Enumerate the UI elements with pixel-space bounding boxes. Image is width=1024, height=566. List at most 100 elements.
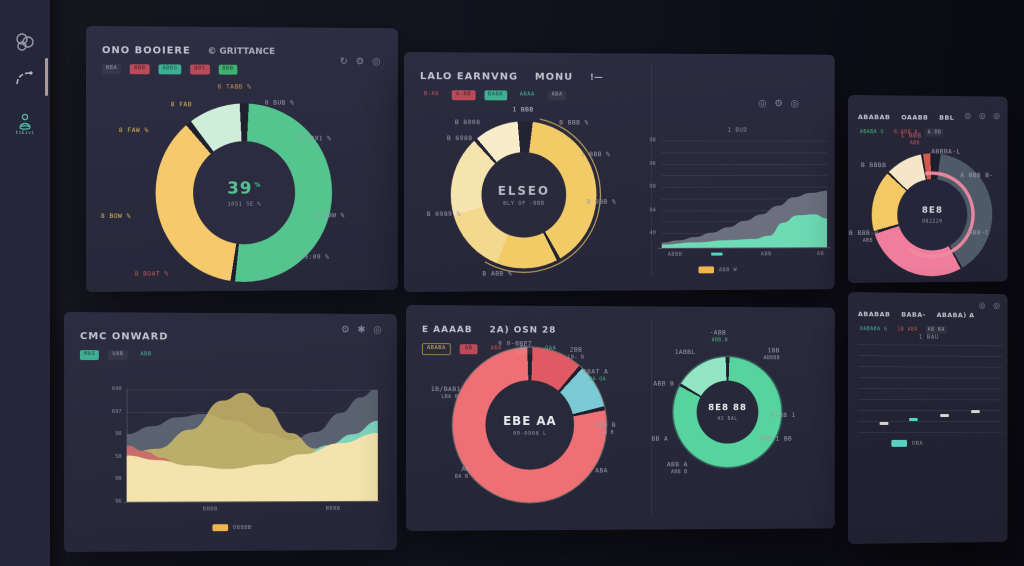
legend-label: OBA — [911, 440, 924, 447]
chart-label: B BBB-B — [848, 228, 879, 237]
badge[interactable]: AB — [459, 344, 478, 354]
badge[interactable]: ABA — [490, 345, 502, 352]
gear-icon[interactable]: ⚙ — [774, 98, 783, 110]
chart-label: 8 NBW % — [315, 211, 345, 220]
chart-label: A 1991 % — [297, 134, 332, 143]
panel-earning: LALO EARNVNG MONU !— B-AB A-BB BABA ABAA ABA… — [404, 52, 835, 292]
y-tick-label: 96 — [115, 498, 122, 505]
shapes-icon[interactable] — [11, 28, 39, 56]
chart-label: ABB A — [666, 460, 688, 469]
badge[interactable]: BBA — [101, 64, 122, 74]
chart-label: ABB-1 BB — [759, 434, 793, 443]
chart-legend[interactable]: DBBBB — [212, 524, 252, 532]
card-title: ONO BOOIERE — [101, 45, 191, 57]
chart-label: 8 TABB % — [217, 82, 252, 91]
x-tick-label: BBBB — [325, 505, 341, 512]
y-tick-label: 98 — [115, 431, 122, 438]
header-icons: ◎ ⚙ ◎ — [758, 98, 799, 110]
card-title: ABABAB — [857, 113, 891, 122]
badge[interactable]: 1B ABA — [897, 325, 918, 333]
area-chart[interactable] — [126, 389, 378, 502]
badge[interactable]: ABABA G — [859, 128, 885, 135]
marker-dash — [908, 418, 918, 421]
chart-label: B BBB % — [586, 197, 617, 206]
area-chart[interactable] — [661, 140, 828, 248]
badge[interactable]: A BB — [925, 128, 944, 137]
card-title-3: !— — [589, 72, 603, 83]
mini-chart-title: 1 BUD — [727, 126, 748, 134]
chart-label: BB A — [651, 434, 669, 443]
badge[interactable]: BBB — [218, 64, 238, 75]
panel-trend-area: ⚙ ✱ ◎ CMC ONWARD MAS VAB ABB 640 697 98 58 08 96 … — [64, 312, 398, 552]
card-subtitle: © GRITTANCE — [207, 46, 276, 58]
curve-arrow-icon[interactable] — [11, 64, 39, 92]
y-axis: 640 697 98 58 08 96 — [84, 386, 122, 505]
card-title-2: OAABB — [901, 113, 929, 122]
card-title-3: ABABA) A — [936, 311, 975, 320]
scrollbar-thumb[interactable] — [45, 58, 48, 96]
badge[interactable]: AB BA — [925, 325, 947, 334]
chart-label: B 6988 — [446, 134, 473, 143]
badge[interactable]: AB — [514, 344, 533, 354]
panel-overview-donut: ↻ ⚙ ◎ ONO BOOIERE © GRITTANCE BBA BBB ABBG BB… — [86, 26, 398, 292]
badge[interactable]: ABBG — [158, 64, 182, 74]
card-title-2: 2A) OSN 28 — [489, 325, 557, 336]
chart-label: ABBBA-L — [931, 147, 961, 156]
y-tick-label: 640 — [111, 386, 122, 393]
chart-label: 8 BOAT % — [134, 269, 169, 278]
card-title-3: BBL — [939, 113, 955, 122]
badge[interactable]: BABA — [483, 90, 507, 100]
chart-label: B 8008 — [454, 118, 481, 127]
legend-label: ABB W — [718, 266, 738, 273]
badge[interactable]: ABB — [140, 351, 152, 358]
ring-icon[interactable]: ◎ — [790, 98, 799, 110]
x-axis: BBBB BBBB — [127, 506, 378, 517]
chart-label: A-BB 1 — [770, 411, 796, 419]
card-title-2: MONU — [534, 71, 574, 83]
badge[interactable]: OAA — [545, 345, 557, 352]
card-header: CMC ONWARD MAS VAB ABB — [79, 324, 386, 361]
badge-row: ABABA AB ABA AB OAA — [421, 343, 823, 356]
person-icon-svg — [19, 113, 31, 130]
x-tick-label: BBBB — [202, 506, 218, 513]
panel-activity-grid: ◎ ◎ ABABAB BABA- ABABA) A OABABA G 1B ABA A… — [848, 292, 1008, 544]
chart-legend[interactable]: ABB W — [698, 266, 738, 274]
badge[interactable]: B-AB — [423, 91, 440, 98]
chart-label: ABB B — [670, 469, 688, 476]
chart-label: B 6989 % — [426, 209, 461, 218]
badge[interactable]: A-BB — [452, 90, 476, 100]
chart-label: B BBBB — [860, 161, 887, 170]
chart-label: ABBBB — [763, 355, 780, 362]
chart-legend[interactable]: OBA — [891, 439, 924, 447]
chart-label: 8 FAW % — [118, 126, 149, 135]
badge-row: OABABA G 1B ABA AB BA — [858, 325, 996, 334]
legend-swatch — [891, 439, 908, 447]
curve-arrow-icon-svg — [16, 71, 33, 85]
chart-label: 8 BUB % — [264, 98, 295, 107]
badge[interactable]: ABABA — [421, 343, 451, 355]
marker-dash — [940, 414, 949, 417]
area-series-teal-area — [661, 214, 828, 248]
badge[interactable]: B.ABB A — [893, 128, 918, 135]
area-series-gray-area — [661, 190, 828, 248]
chart-label: B BBB % — [559, 118, 589, 127]
badge[interactable]: BBB — [130, 64, 150, 74]
badge[interactable]: VAB — [108, 350, 128, 360]
badge-row: MAS VAB ABB — [79, 350, 386, 361]
chart-label: ABB — [909, 140, 920, 147]
badge[interactable]: BBS — [190, 64, 210, 75]
ring-icon[interactable]: ◎ — [758, 98, 767, 110]
badge[interactable]: OABABA G — [859, 325, 888, 332]
badge[interactable]: MAS — [79, 350, 100, 360]
card-title: ABABAB — [857, 310, 891, 319]
legend-swatch — [698, 266, 714, 274]
sidebar: tiEivi — [0, 0, 50, 566]
chart-label: 8 FAB — [170, 100, 192, 109]
card-title-2: BABA- — [901, 310, 926, 319]
y-tick-label: 58 — [115, 453, 122, 460]
badge[interactable]: ABA — [547, 90, 567, 101]
badge[interactable]: ABAA — [519, 91, 535, 98]
person-icon[interactable] — [11, 108, 39, 136]
